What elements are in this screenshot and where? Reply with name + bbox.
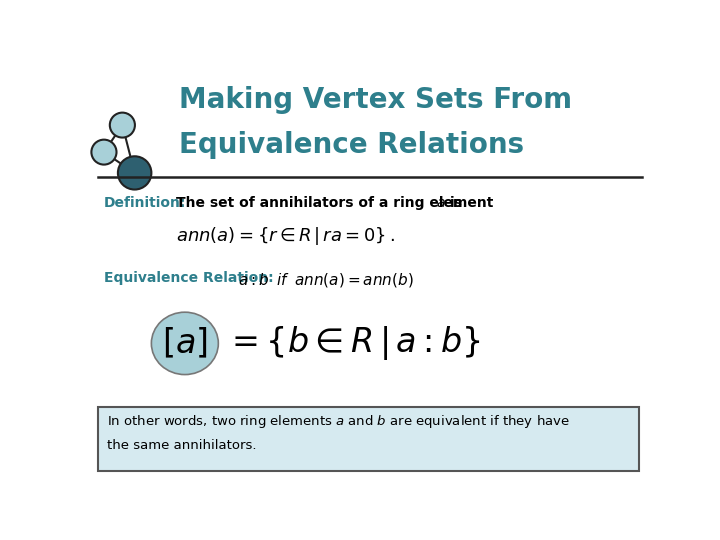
Text: Equivalence Relation:: Equivalence Relation: [104,271,274,285]
Text: the same annihilators.: the same annihilators. [107,439,256,452]
Text: Equivalence Relations: Equivalence Relations [179,131,524,159]
FancyBboxPatch shape [99,407,639,471]
Text: $[a]$: $[a]$ [162,326,207,361]
Text: $= \{b \in R\,|\,a : b\}$: $= \{b \in R\,|\,a : b\}$ [225,325,481,362]
Ellipse shape [118,156,151,190]
Text: Definition:: Definition: [104,196,186,210]
Text: $a$: $a$ [436,196,446,210]
Text: is: is [450,196,463,210]
Ellipse shape [91,140,117,165]
Text: $ann(a) = \{r \in R\,|\,ra = 0\}\,.$: $ann(a) = \{r \in R\,|\,ra = 0\}\,.$ [176,225,395,247]
Ellipse shape [151,312,218,375]
Text: Making Vertex Sets From: Making Vertex Sets From [179,85,572,113]
Ellipse shape [110,113,135,138]
Text: In other words, two ring elements $a$ and $b$ are equivalent if they have: In other words, two ring elements $a$ an… [107,413,570,430]
Text: $a : b \;\; \mathit{if} \;\; ann(a) = ann(b)$: $a : b \;\; \mathit{if} \;\; ann(a) = an… [238,271,413,288]
Text: The set of annihilators of a ring element: The set of annihilators of a ring elemen… [176,196,494,210]
